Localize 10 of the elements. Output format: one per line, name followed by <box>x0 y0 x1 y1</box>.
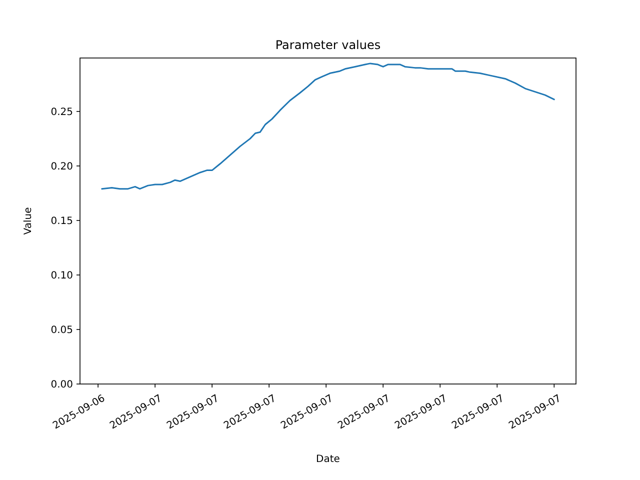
y-tick-label: 0.10 <box>50 270 73 282</box>
y-tick-label: 0.05 <box>50 324 73 336</box>
y-tick-label: 0.25 <box>50 106 73 118</box>
y-tick-label: 0.00 <box>50 380 73 390</box>
y-tick-label: 0.20 <box>50 161 73 172</box>
chart-title: Parameter values <box>275 38 381 52</box>
y-tick-label: 0.15 <box>50 216 73 227</box>
y-axis-title: Value <box>23 207 34 235</box>
line-series <box>101 62 555 190</box>
x-axis-title: Date <box>316 454 340 465</box>
